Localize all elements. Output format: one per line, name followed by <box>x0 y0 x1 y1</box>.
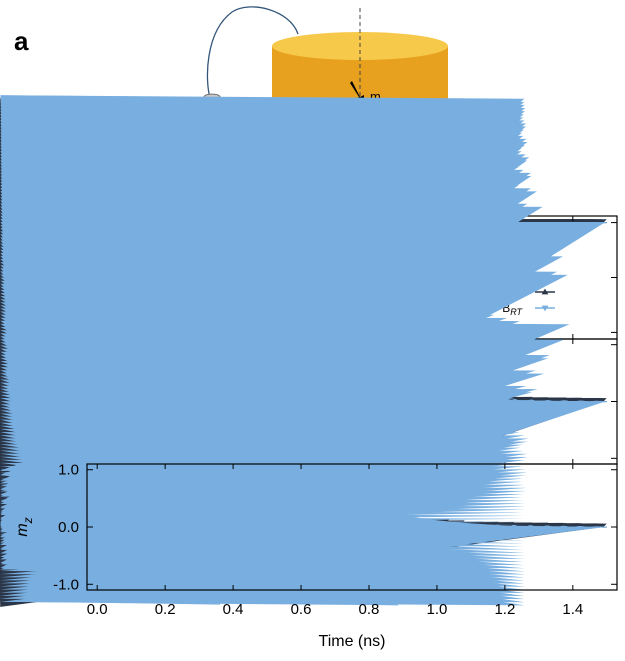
x-tick-label: 1.0 <box>427 601 448 618</box>
series-bpt-brt <box>0 95 607 606</box>
data-point <box>0 524 606 606</box>
y-tick-label: 0.0 <box>58 519 79 536</box>
x-tick-label: 0.8 <box>359 601 380 618</box>
x-tick-label: 1.2 <box>494 601 515 618</box>
x-tick-label: 1.4 <box>562 601 583 618</box>
legend-marker <box>541 288 549 295</box>
free-layer-label: m <box>370 89 381 104</box>
x-tick-label: 0.0 <box>87 601 108 618</box>
panel-label-a: a <box>14 26 29 56</box>
x-axis-label: Time (ns) <box>319 633 386 650</box>
x-tick-label: 0.6 <box>291 601 312 618</box>
y-tick-label: 1.0 <box>58 462 79 479</box>
x-tick-label: 0.2 <box>155 601 176 618</box>
legend-marker <box>541 305 549 312</box>
y-axis-label: mz <box>14 517 35 536</box>
chart-panel-3: 1.0 0.0 -1.0 0.0 0.2 0.4 0.6 0.8 1.0 1.2 1.4 Time (… <box>0 95 618 650</box>
panel-b-charts: 1.00.0-1.0mzBPT = 0 TBPT = BRT1.00.0-1.0… <box>0 95 618 650</box>
x-tick-label: 0.4 <box>223 601 244 618</box>
y-tick-label: -1.0 <box>53 576 79 593</box>
